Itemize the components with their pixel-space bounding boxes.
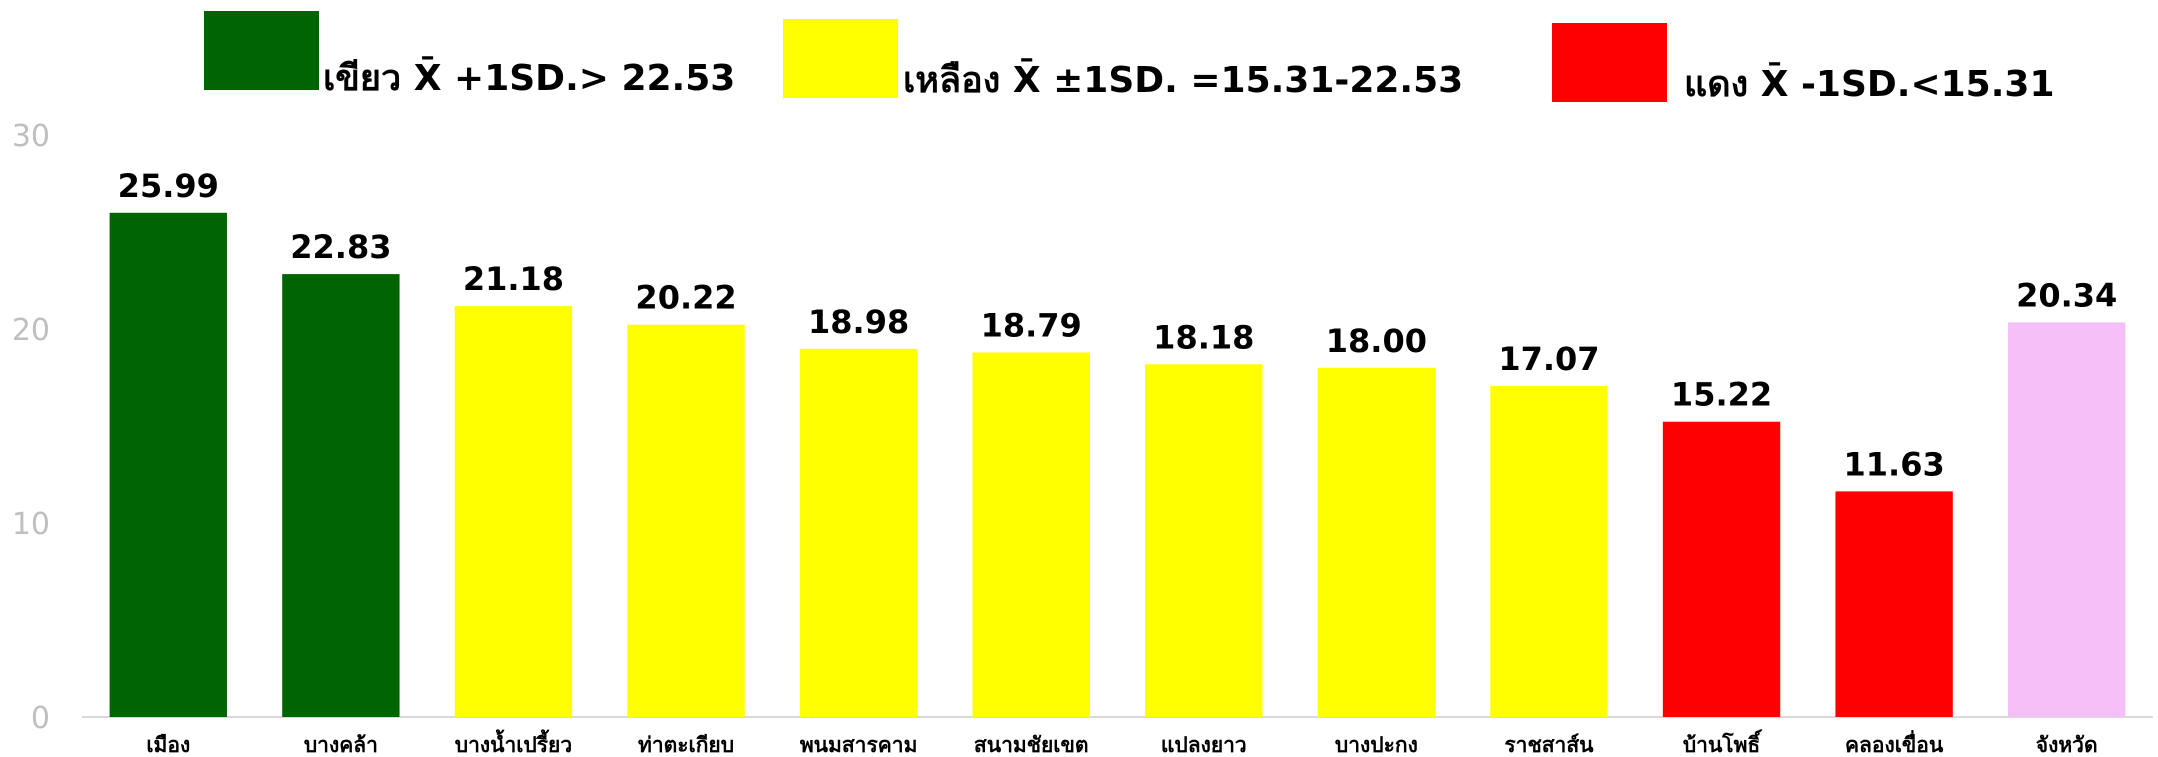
legend-swatch	[1552, 23, 1667, 102]
x-tick-label: เมือง	[146, 733, 190, 757]
x-tick-label: พนมสารคาม	[800, 733, 918, 757]
value-label: 11.63	[1844, 445, 1945, 483]
value-label: 20.22	[635, 279, 736, 317]
value-label: 25.99	[118, 167, 219, 205]
value-label: 18.18	[1153, 318, 1254, 356]
value-label: 20.34	[2016, 276, 2117, 314]
value-label: 18.79	[981, 306, 1082, 344]
legend-swatch	[204, 11, 319, 90]
legend-label: เหลือง X̄ ±1SD. =15.31-22.53	[903, 57, 1463, 101]
bar	[1145, 364, 1263, 717]
value-label: 17.07	[1498, 340, 1599, 378]
x-tick-label: แปลงยาว	[1161, 733, 1247, 757]
bar	[454, 306, 573, 717]
x-tick-label: บางน้ำเปรี้ยว	[455, 729, 572, 757]
value-label: 18.98	[808, 303, 909, 341]
x-tick-label: ราชสาส์น	[1504, 733, 1594, 757]
bar	[799, 348, 918, 717]
bar	[1835, 491, 1953, 717]
y-tick-label: 20	[12, 313, 50, 348]
bar	[1317, 367, 1436, 717]
y-tick-label: 10	[12, 507, 50, 542]
bar	[282, 274, 400, 717]
y-tick-label: 0	[31, 701, 50, 736]
x-tick-label: บางปะกง	[1335, 733, 1418, 757]
value-label: 22.83	[290, 228, 391, 266]
x-tick-label: คลองเขื่อน	[1845, 729, 1944, 757]
value-label: 15.22	[1671, 376, 1772, 414]
x-tick-label: บางคล้า	[304, 733, 378, 757]
y-tick-label: 30	[12, 119, 50, 154]
legend-swatch	[783, 19, 898, 98]
bar	[2008, 322, 2126, 717]
bar	[1662, 421, 1781, 717]
legend-label: เขียว X̄ +1SD.> 22.53	[323, 55, 735, 99]
x-tick-label: ท่าตะเกียบ	[638, 733, 734, 757]
bar	[972, 352, 1090, 717]
x-tick-label: สนามชัยเขต	[974, 733, 1089, 757]
value-label: 18.00	[1326, 322, 1427, 360]
legend-label: แดง X̄ -1SD.<15.31	[1684, 61, 2055, 105]
bar	[109, 212, 227, 717]
bar	[1490, 385, 1608, 717]
bar	[627, 324, 745, 717]
x-tick-label: บ้านโพธิ์	[1683, 729, 1763, 757]
value-label: 21.18	[463, 260, 564, 298]
x-tick-label: จังหวัด	[2036, 733, 2098, 757]
